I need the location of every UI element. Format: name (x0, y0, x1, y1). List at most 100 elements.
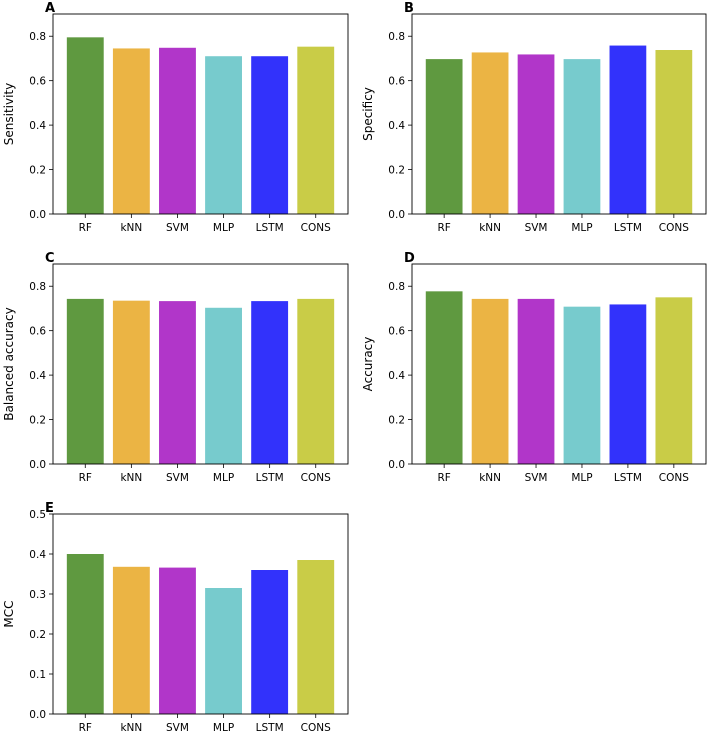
x-tick-label: RF (437, 472, 450, 484)
bar-lstm (609, 45, 647, 215)
x-tick-label: MLP (213, 472, 234, 484)
axes-frame (52, 13, 349, 215)
y-axis-title: Sensitivity (2, 83, 16, 145)
x-tick-label: CONS (659, 222, 689, 234)
bar-mlp (205, 588, 242, 714)
panel-a: A RF kNN SVM MLP LSTM CONS 0.0 0.2 0.4 0.6 0.8 Sensi… (2, 1, 349, 234)
x-tick-label: LSTM (256, 472, 284, 484)
panel-letter: C (45, 251, 55, 266)
bar-lstm (251, 301, 289, 464)
panel-letter: E (45, 501, 54, 516)
bar-mlp (205, 307, 242, 464)
y-tick-label: 0.1 (29, 669, 46, 681)
y-tick-label: 0.2 (29, 415, 46, 427)
x-tick-label: MLP (213, 722, 234, 732)
y-tick-label: 0.6 (388, 76, 405, 88)
x-tick-label: LSTM (614, 472, 642, 484)
x-tick-label: CONS (301, 222, 331, 234)
y-tick-label: 0.0 (29, 209, 46, 221)
bar-lstm (251, 570, 289, 714)
x-tick-label: LSTM (256, 222, 284, 234)
axes-frame (411, 13, 707, 215)
bar-knn (112, 48, 150, 214)
y-axis-title: MCC (2, 600, 16, 627)
x-tick-label: CONS (659, 472, 689, 484)
axes-frame (52, 513, 349, 715)
bar-svm (159, 567, 196, 714)
x-tick-label: kNN (120, 722, 142, 732)
x-tick-label: kNN (120, 222, 142, 234)
bar-knn (112, 300, 150, 464)
x-tick-label: SVM (525, 222, 548, 234)
y-tick-label: 0.0 (29, 459, 46, 471)
y-tick-label: 0.3 (29, 589, 46, 601)
y-tick-label: 0.8 (29, 281, 46, 293)
y-tick-label: 0.8 (29, 31, 46, 43)
x-tick-label: kNN (479, 472, 501, 484)
panel-letter: B (404, 1, 414, 16)
bar-rf (66, 298, 104, 464)
x-tick-label: RF (437, 222, 450, 234)
y-tick-label: 0.6 (388, 326, 405, 338)
y-tick-label: 0.6 (29, 76, 46, 88)
x-tick-label: kNN (120, 472, 142, 484)
y-tick-label: 0.0 (29, 709, 46, 721)
x-tick-label: LSTM (614, 222, 642, 234)
panel-c: C RF kNN SVM MLP LSTM CONS 0.0 0.2 0.4 0.6 0.8 Balan… (2, 251, 349, 484)
bar-mlp (205, 56, 242, 214)
bar-svm (517, 298, 555, 464)
bar-knn (112, 566, 150, 714)
bar-knn (471, 298, 509, 464)
bar-rf (66, 554, 104, 714)
bar-cons (297, 46, 335, 214)
y-tick-label: 0.2 (388, 415, 405, 427)
bar-cons (655, 297, 693, 464)
y-axis-title: Accuracy (361, 337, 375, 392)
bar-cons (297, 560, 335, 714)
bar-knn (471, 52, 509, 214)
y-tick-label: 0.4 (388, 120, 405, 132)
x-tick-label: CONS (301, 722, 331, 732)
axes-frame (52, 263, 349, 465)
x-tick-label: SVM (166, 722, 189, 732)
y-tick-label: 0.4 (29, 370, 46, 382)
x-tick-label: RF (79, 222, 92, 234)
x-tick-label: SVM (525, 472, 548, 484)
y-tick-label: 0.8 (388, 281, 405, 293)
bar-cons (655, 50, 693, 214)
x-tick-label: MLP (213, 222, 234, 234)
x-tick-label: MLP (571, 472, 592, 484)
y-tick-label: 0.0 (388, 209, 405, 221)
x-tick-label: RF (79, 472, 92, 484)
y-tick-label: 0.5 (29, 509, 46, 521)
y-axis-title: Specificy (361, 87, 375, 141)
x-tick-label: SVM (166, 222, 189, 234)
x-tick-label: MLP (571, 222, 592, 234)
x-tick-label: LSTM (256, 722, 284, 732)
bar-svm (517, 54, 555, 214)
x-tick-label: RF (79, 722, 92, 732)
x-tick-label: SVM (166, 472, 189, 484)
bar-cons (297, 298, 335, 464)
y-tick-label: 0.4 (29, 120, 46, 132)
x-tick-label: kNN (479, 222, 501, 234)
y-tick-label: 0.2 (29, 629, 46, 641)
bar-rf (425, 291, 463, 464)
y-tick-label: 0.8 (388, 31, 405, 43)
axes-frame (411, 263, 707, 465)
bar-rf (66, 37, 104, 214)
y-tick-label: 0.2 (388, 165, 405, 177)
y-tick-label: 0.2 (29, 165, 46, 177)
bar-svm (159, 301, 196, 464)
bar-mlp (563, 306, 601, 464)
y-axis-title: Balanced accuracy (2, 307, 16, 420)
y-tick-label: 0.6 (29, 326, 46, 338)
y-tick-label: 0.4 (29, 549, 46, 561)
panel-b: B RF kNN SVM MLP LSTM CONS 0.0 0.2 0.4 0.6 0.8 Speci… (361, 1, 707, 234)
y-tick-label: 0.0 (388, 459, 405, 471)
bar-lstm (609, 304, 647, 464)
bar-svm (159, 47, 196, 214)
bar-mlp (563, 59, 601, 214)
panel-d: D RF kNN SVM MLP LSTM CONS 0.0 0.2 0.4 0.6 0.8 Accur… (361, 251, 707, 484)
